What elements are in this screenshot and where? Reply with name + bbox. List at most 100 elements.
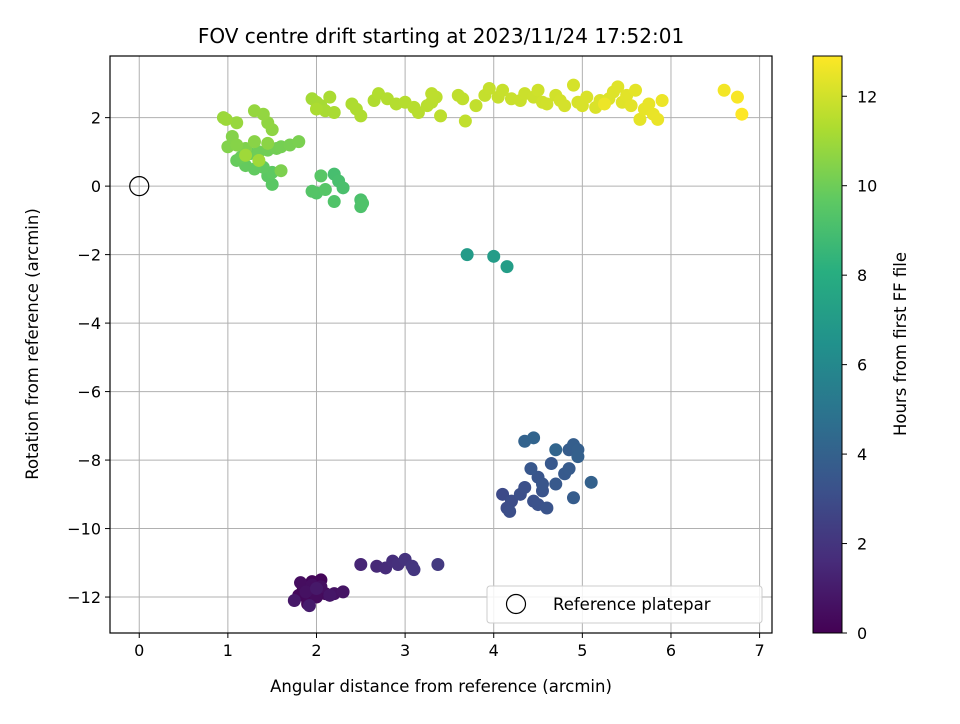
legend: Reference platepar [486, 585, 763, 624]
colorbar: 0 2 4 6 8 10 12 Hours from first FF file [812, 55, 910, 643]
data-point [323, 90, 337, 104]
data-point [571, 450, 585, 464]
grid-lines [110, 56, 772, 633]
data-point [558, 99, 572, 113]
colorbar-tick-label: 0 [857, 624, 867, 643]
data-point [411, 106, 425, 120]
x-tick-label: 3 [400, 641, 410, 660]
y-tick-label: −8 [77, 451, 101, 470]
data-point [487, 249, 501, 263]
x-tick-label: 2 [311, 641, 321, 660]
x-tick-label: 5 [577, 641, 587, 660]
x-tick-label: 6 [666, 641, 676, 660]
colorbar-ticks: 0 2 4 6 8 10 12 [842, 87, 877, 643]
data-point [496, 83, 510, 97]
legend-label: Reference platepar [553, 595, 711, 614]
data-point [456, 92, 470, 106]
data-point [544, 456, 558, 470]
colorbar-tick-label: 6 [857, 356, 867, 375]
y-tick-label: −6 [77, 383, 101, 402]
data-point [434, 109, 448, 123]
y-tick-label: −10 [67, 520, 101, 539]
data-point [549, 443, 563, 457]
data-point [318, 183, 332, 197]
data-point [469, 99, 483, 113]
data-point [535, 477, 549, 491]
data-point [717, 83, 731, 97]
data-point [219, 112, 233, 126]
data-point [356, 196, 370, 210]
data-point [354, 109, 368, 123]
data-point [527, 431, 541, 445]
colorbar-tick-label: 12 [857, 87, 877, 106]
x-tick-label: 7 [754, 641, 764, 660]
data-point [584, 475, 598, 489]
legend-marker [505, 593, 527, 615]
data-point [299, 585, 313, 599]
y-tick-label: −2 [77, 246, 101, 265]
data-point [327, 195, 341, 209]
data-point [549, 477, 563, 491]
x-axis-ticks: 0 1 2 3 4 5 6 7 [134, 633, 765, 660]
reference-point [129, 176, 150, 197]
data-point [482, 82, 496, 96]
plot-frame [109, 55, 773, 634]
data-point [327, 106, 341, 120]
y-axis-label: Rotation from reference (arcmin) [23, 208, 42, 480]
colorbar-tick-label: 8 [857, 266, 867, 285]
data-point [458, 114, 472, 128]
data-point [633, 112, 647, 126]
data-point [730, 90, 744, 104]
data-point [309, 581, 323, 595]
data-points [216, 78, 749, 613]
data-point [642, 97, 656, 111]
data-point [431, 558, 445, 572]
data-point [239, 148, 253, 162]
data-point [292, 135, 306, 149]
colorbar-tick-label: 10 [857, 177, 877, 196]
x-tick-label: 1 [223, 641, 233, 660]
data-point [230, 116, 244, 130]
colorbar-label: Hours from first FF file [891, 252, 910, 436]
data-point [580, 90, 594, 104]
data-point [524, 462, 538, 476]
data-point [247, 104, 261, 118]
data-point [230, 138, 244, 152]
x-tick-label: 0 [134, 641, 144, 660]
data-point [655, 94, 669, 108]
data-point [503, 504, 517, 518]
y-tick-label: −12 [67, 588, 101, 607]
data-point [302, 599, 316, 613]
colorbar-tick-label: 4 [857, 445, 867, 464]
data-point [274, 164, 288, 178]
data-point [566, 491, 580, 505]
data-point [540, 97, 554, 111]
data-point [651, 112, 665, 126]
data-point [540, 501, 554, 515]
data-point [735, 107, 749, 121]
data-point [531, 83, 545, 97]
data-point [407, 563, 421, 577]
data-point [566, 78, 580, 92]
data-point [252, 153, 266, 167]
data-point [598, 97, 612, 111]
x-axis-label: Angular distance from reference (arcmin) [270, 677, 612, 696]
data-point [309, 102, 323, 116]
data-point [314, 169, 328, 183]
data-point [504, 494, 518, 508]
colorbar-gradient [813, 56, 842, 633]
colorbar-frame [812, 55, 843, 634]
y-tick-label: 0 [91, 177, 101, 196]
chart-title: FOV centre drift starting at 2023/11/24 … [198, 24, 684, 48]
data-point [624, 99, 638, 113]
data-point [518, 480, 532, 494]
reference-marker [129, 176, 150, 197]
data-point [336, 181, 350, 195]
data-point [562, 462, 576, 476]
data-point [261, 136, 275, 150]
y-axis-ticks: −12 −10 −8 −6 −4 −2 0 2 [67, 109, 110, 607]
colorbar-tick-label: 2 [857, 535, 867, 554]
data-point [287, 593, 301, 607]
data-point [425, 87, 439, 101]
